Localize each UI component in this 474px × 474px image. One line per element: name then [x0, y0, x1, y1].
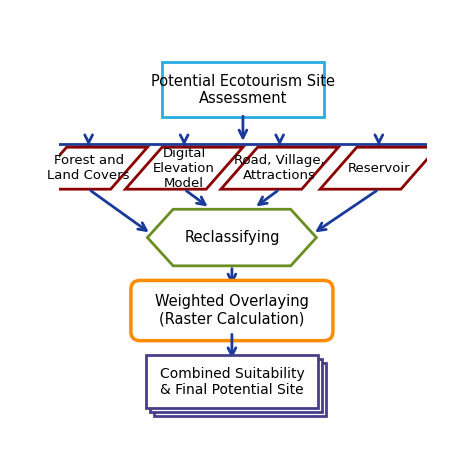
Text: Reclassifying: Reclassifying [184, 230, 280, 245]
Text: Forest and
Land Covers: Forest and Land Covers [47, 154, 130, 182]
Text: Potential Ecotourism Site
Assessment: Potential Ecotourism Site Assessment [151, 73, 335, 106]
FancyBboxPatch shape [154, 363, 326, 416]
FancyBboxPatch shape [131, 281, 333, 341]
Text: Reservoir: Reservoir [347, 162, 410, 175]
Text: Weighted Overlaying
(Raster Calculation): Weighted Overlaying (Raster Calculation) [155, 294, 309, 327]
FancyBboxPatch shape [146, 355, 318, 408]
Polygon shape [147, 209, 316, 266]
FancyBboxPatch shape [162, 63, 324, 117]
Text: Combined Suitability
& Final Potential Site: Combined Suitability & Final Potential S… [160, 366, 304, 397]
Text: Road, Village,
Attractions: Road, Village, Attractions [234, 154, 325, 182]
Text: Digital
Elevation
Model: Digital Elevation Model [153, 146, 215, 190]
Polygon shape [125, 147, 243, 189]
Polygon shape [30, 147, 147, 189]
Polygon shape [221, 147, 338, 189]
Polygon shape [320, 147, 438, 189]
FancyBboxPatch shape [150, 359, 322, 412]
